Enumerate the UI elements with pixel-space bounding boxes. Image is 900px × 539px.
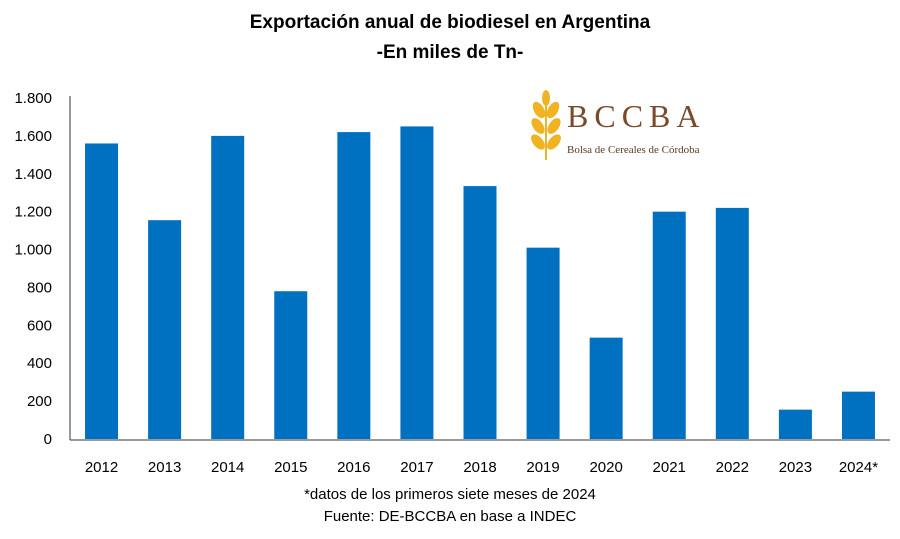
x-tick-label: 2024* <box>839 459 878 476</box>
x-tick-label: 2014 <box>211 459 244 476</box>
y-tick-label: 400 <box>27 355 52 372</box>
y-tick-label: 200 <box>27 393 52 410</box>
chart-title: Exportación anual de biodiesel en Argent… <box>249 12 651 33</box>
bar-2013 <box>148 220 182 439</box>
x-tick-label: 2012 <box>85 459 118 476</box>
footnote: *datos de los primeros siete meses de 20… <box>304 486 596 503</box>
x-tick-label: 2018 <box>463 459 496 476</box>
bar-2015 <box>274 291 308 439</box>
x-tick-label: 2023 <box>779 459 812 476</box>
y-tick-label: 1.200 <box>14 204 52 221</box>
x-tick-label: 2021 <box>653 459 686 476</box>
source-note: Fuente: DE-BCCBA en base a INDEC <box>323 508 577 525</box>
x-tick-label: 2022 <box>716 459 749 476</box>
bar-2019 <box>526 247 560 439</box>
y-tick-label: 600 <box>27 317 52 334</box>
bar-2022 <box>715 207 749 439</box>
y-tick-label: 1.400 <box>14 166 52 183</box>
bccba-logo: BCCBA Bolsa de Cereales de Córdoba <box>527 90 737 165</box>
y-tick-label: 0 <box>44 431 52 448</box>
x-tick-label: 2017 <box>400 459 433 476</box>
bar-2024* <box>841 391 875 439</box>
bar-2021 <box>652 211 686 439</box>
logo-name: BCCBA <box>567 98 706 134</box>
bar-2018 <box>463 186 497 439</box>
y-tick-label: 1.600 <box>14 128 52 145</box>
bar-2012 <box>85 143 119 439</box>
logo-subtitle: Bolsa de Cereales de Córdoba <box>567 144 700 156</box>
y-tick-label: 800 <box>27 279 52 296</box>
bar-2017 <box>400 126 434 440</box>
x-tick-label: 2019 <box>526 459 559 476</box>
bar-2016 <box>337 132 371 439</box>
y-tick-label: 1.800 <box>14 90 52 107</box>
bar-2023 <box>778 409 812 439</box>
x-tick-label: 2015 <box>274 459 307 476</box>
chart-subtitle: -En miles de Tn- <box>376 42 524 63</box>
bar-2014 <box>211 135 245 439</box>
wheat-icon <box>531 90 561 160</box>
bar-2020 <box>589 337 623 439</box>
x-tick-label: 2016 <box>337 459 370 476</box>
x-tick-label: 2013 <box>148 459 181 476</box>
x-tick-label: 2020 <box>589 459 622 476</box>
y-tick-label: 1.000 <box>14 242 52 259</box>
